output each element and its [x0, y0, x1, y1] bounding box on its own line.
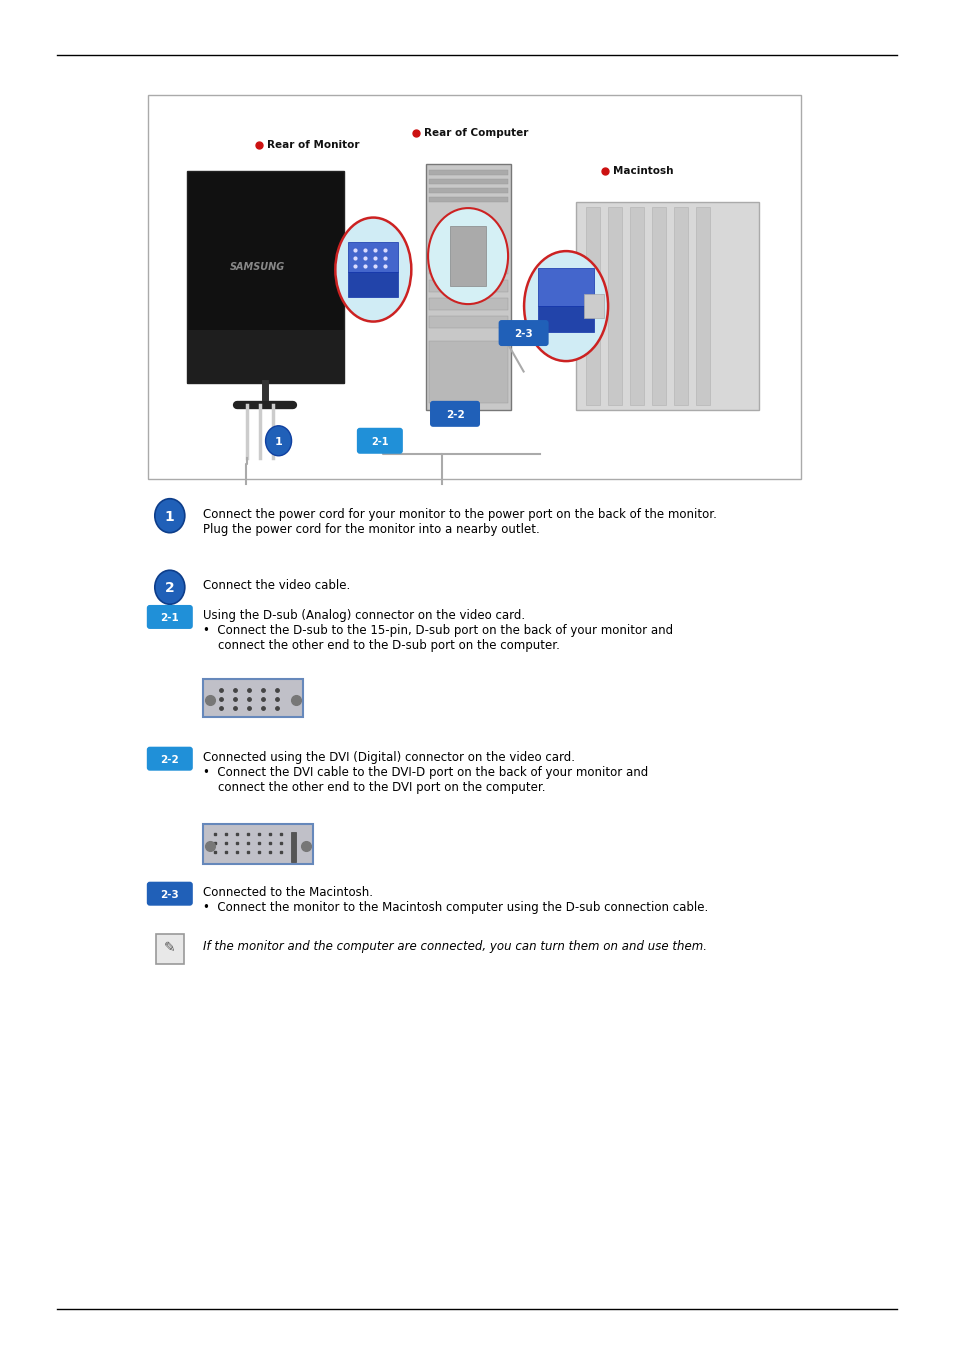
Text: Rear of Monitor: Rear of Monitor — [267, 139, 359, 150]
Text: 2-3: 2-3 — [514, 329, 533, 339]
Text: 2-3: 2-3 — [160, 890, 179, 899]
Bar — [428, 170, 507, 174]
Text: 2-1: 2-1 — [160, 613, 179, 622]
Bar — [348, 271, 398, 297]
Bar — [148, 95, 801, 479]
Ellipse shape — [335, 217, 411, 321]
Bar — [155, 934, 184, 964]
Bar — [537, 269, 594, 306]
FancyBboxPatch shape — [356, 428, 402, 454]
Ellipse shape — [154, 570, 185, 605]
Bar — [583, 294, 603, 319]
Bar — [348, 242, 398, 271]
Text: 2-1: 2-1 — [371, 437, 388, 447]
Bar — [203, 679, 302, 717]
FancyBboxPatch shape — [147, 605, 193, 629]
Bar — [428, 342, 507, 402]
Bar — [428, 178, 507, 184]
Ellipse shape — [154, 498, 185, 533]
Bar — [695, 208, 709, 405]
FancyBboxPatch shape — [430, 401, 479, 427]
Bar — [425, 163, 510, 410]
Bar — [187, 171, 343, 383]
Ellipse shape — [523, 251, 607, 360]
Text: Connect the video cable.: Connect the video cable. — [203, 579, 350, 593]
FancyBboxPatch shape — [498, 320, 548, 346]
Bar — [537, 306, 594, 332]
Bar — [651, 208, 665, 405]
Bar — [428, 316, 507, 328]
Bar — [585, 208, 599, 405]
Bar — [428, 188, 507, 193]
FancyBboxPatch shape — [147, 747, 193, 771]
Bar — [291, 832, 295, 861]
Text: 2-2: 2-2 — [160, 755, 179, 764]
Text: If the monitor and the computer are connected, you can turn them on and use them: If the monitor and the computer are conn… — [203, 940, 706, 953]
Bar — [428, 262, 507, 274]
Bar — [428, 197, 507, 201]
Bar — [187, 331, 343, 383]
Text: Connected using the DVI (Digital) connector on the video card.
•  Connect the DV: Connected using the DVI (Digital) connec… — [203, 751, 647, 794]
Ellipse shape — [428, 208, 508, 304]
Bar — [576, 202, 758, 410]
Bar — [673, 208, 687, 405]
Text: 2: 2 — [165, 582, 174, 595]
Bar — [428, 298, 507, 311]
Bar — [629, 208, 643, 405]
Bar — [450, 225, 486, 286]
Text: Connected to the Macintosh.
•  Connect the monitor to the Macintosh computer usi: Connected to the Macintosh. • Connect th… — [203, 886, 707, 914]
Bar — [203, 824, 313, 864]
Ellipse shape — [265, 425, 292, 456]
Bar — [607, 208, 621, 405]
Text: Using the D-sub (Analog) connector on the video card.
•  Connect the D-sub to th: Using the D-sub (Analog) connector on th… — [203, 609, 672, 652]
Text: Rear of Computer: Rear of Computer — [423, 128, 528, 138]
FancyBboxPatch shape — [147, 882, 193, 906]
Text: 1: 1 — [165, 510, 174, 524]
Text: Connect the power cord for your monitor to the power port on the back of the mon: Connect the power cord for your monitor … — [203, 508, 716, 536]
Text: 1: 1 — [274, 437, 282, 447]
Text: 2-2: 2-2 — [445, 410, 464, 420]
Text: SAMSUNG: SAMSUNG — [230, 262, 285, 271]
Bar — [428, 281, 507, 292]
Text: Macintosh: Macintosh — [613, 166, 673, 177]
Text: ✎: ✎ — [164, 942, 175, 956]
